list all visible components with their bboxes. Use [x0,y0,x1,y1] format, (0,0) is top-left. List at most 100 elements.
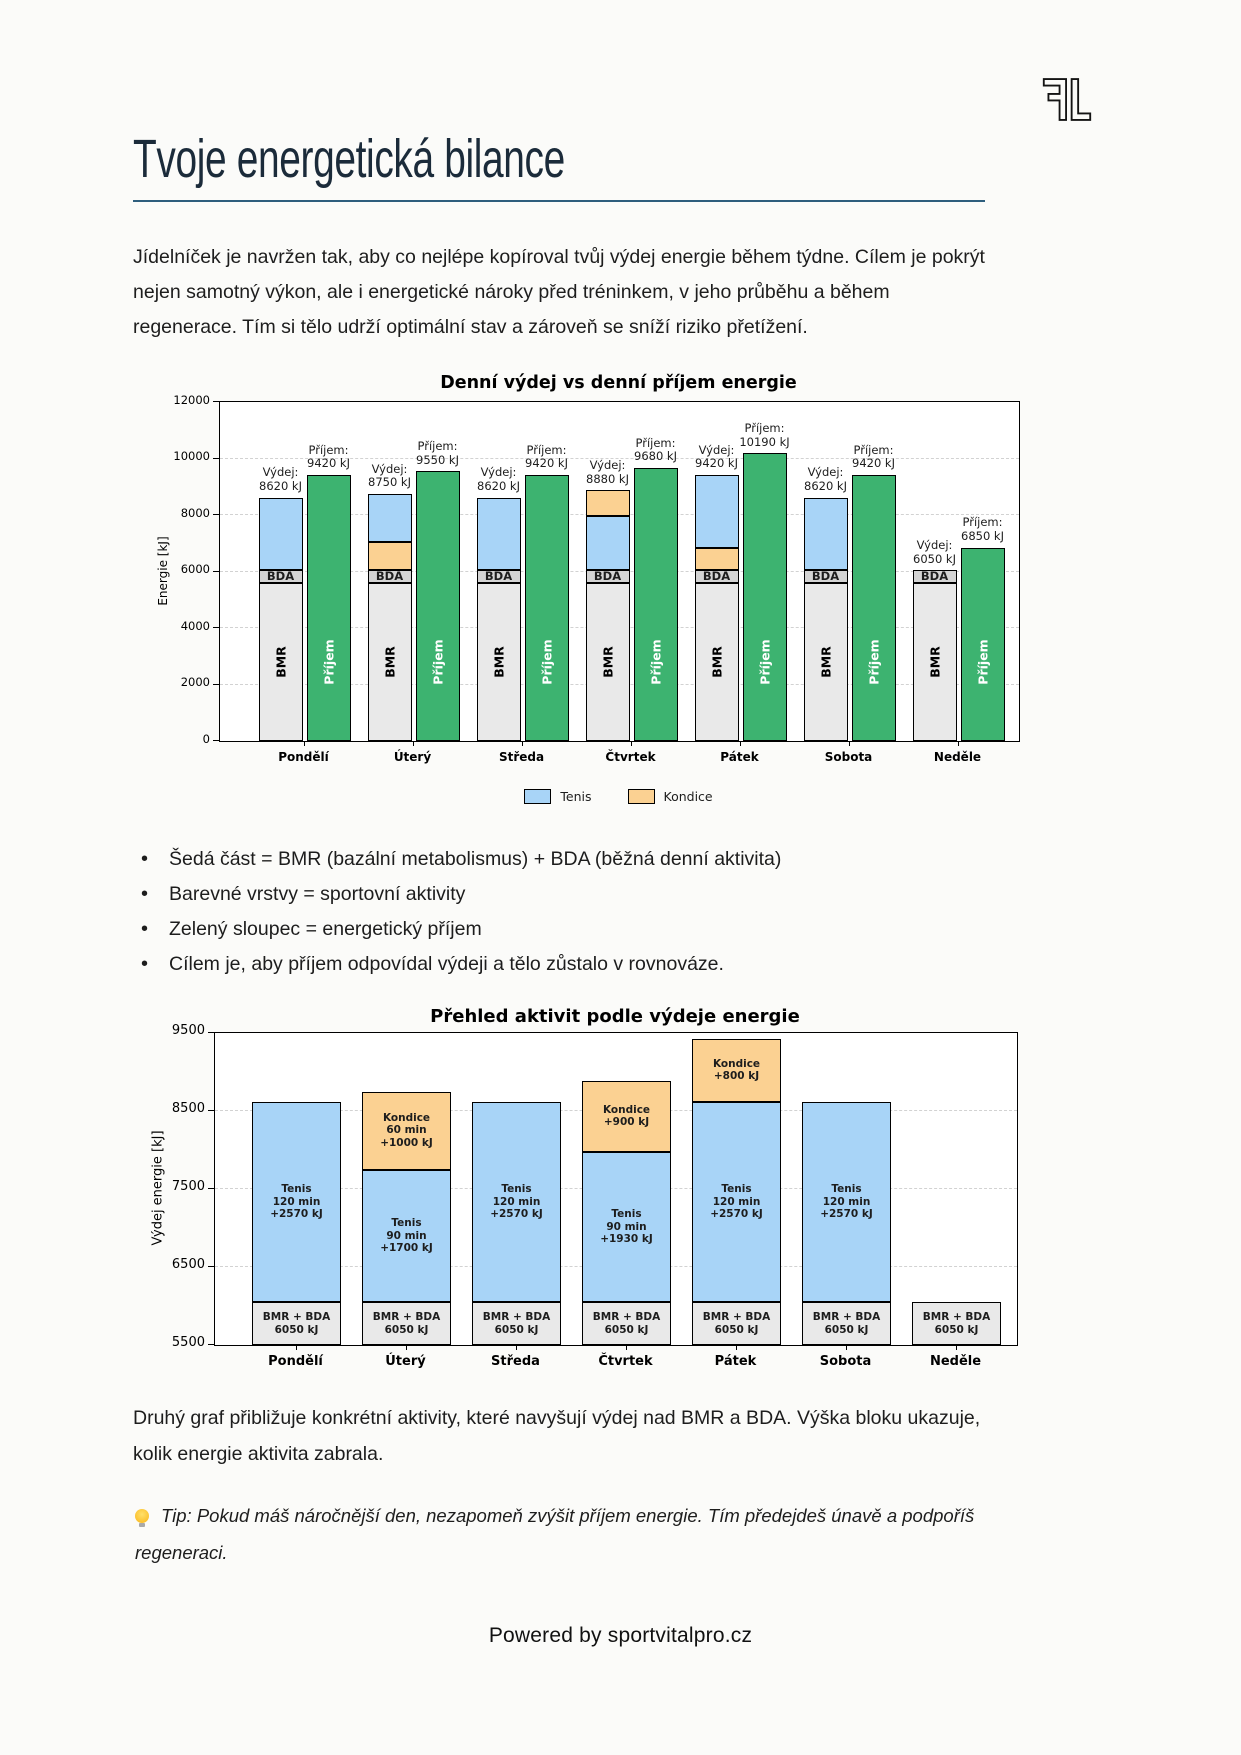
x-tick-mark [630,741,632,746]
vydej-segment-tenis [694,474,739,548]
base-block-bmr-bda: BMR + BDA 6050 kJ [802,1302,891,1345]
y-tick-label: 6000 [180,562,210,577]
tip-note: Tip: Pokud máš náročnější den, nezapomeň… [135,1497,1010,1571]
x-tick-label: Pátek [720,750,759,764]
vydej-segment-bmr [694,582,739,741]
lightbulb-icon [135,1509,149,1527]
activity-block-kondice: Kondice 60 min +1000 kJ [362,1091,451,1170]
prijem-bar [633,467,678,741]
prijem-bar [415,471,460,741]
base-block-bmr-bda: BMR + BDA 6050 kJ [472,1302,561,1345]
vydej-segment-bda [912,570,957,583]
vydej-annotation: Výdej: 8620 kJ [259,465,302,493]
prijem-bar [306,474,351,741]
vydej-annotation: Výdej: 8750 kJ [368,461,411,490]
x-tick-mark [957,741,959,746]
bullet-item: Šedá část = BMR (bazální metabolismus) +… [133,842,1013,877]
x-tick-mark [515,1345,517,1350]
legend-swatch-icon [627,788,655,804]
prijem-annotation: Příjem: 10190 kJ [739,421,790,449]
prijem-inner-label: Příjem [866,639,881,685]
y-tick-label: 4000 [180,618,210,633]
x-tick-mark [955,1345,957,1350]
x-tick-label: Čtvrtek [605,750,656,764]
vydej-segment-bmr [912,582,957,741]
legend-label: Kondice [663,788,713,804]
chart2-title: Přehled aktivit podle výdeje energie [430,1006,800,1027]
x-tick-mark [848,741,850,746]
base-block-bmr-bda: BMR + BDA 6050 kJ [912,1302,1001,1345]
vydej-segment-bmr [476,582,521,741]
prijem-annotation: Příjem: 9680 kJ [634,435,677,464]
vydej-segment-bmr [258,582,303,741]
legend-item-kondice: Kondice [627,788,713,804]
bmr-inner-label: BMR [273,646,288,678]
legend-label: Tenis [560,788,592,804]
vydej-segment-tenis [585,515,630,571]
x-tick-label: Pátek [714,1354,757,1369]
footer-credit: Powered by sportvitalpro.cz [488,1624,753,1647]
bmr-inner-label: BMR [491,646,506,678]
y-tick-label: 2000 [180,675,210,690]
bda-band-label: BDA [266,569,295,584]
prijem-inner-label: Příjem [430,639,445,685]
y-tick-mark [208,1344,214,1345]
x-tick-label: Pondělí [268,1354,323,1369]
activity-block-tenis: Tenis 120 min +2570 kJ [692,1101,781,1303]
y-tick-mark [213,627,219,628]
chart-daily-energy-balance: Denní výdej vs denní příjem energie BMR P… [150,370,1070,820]
x-tick-label: Úterý [385,1354,426,1369]
vydej-annotation: Výdej: 6050 kJ [913,538,956,566]
y-tick-label: 12000 [173,392,210,407]
chart1-title: Denní výdej vs denní příjem energie [440,373,797,393]
x-tick-label: Středa [491,1354,540,1369]
chart2-caption: Druhý graf přibližuje konkrétní aktivity… [133,1407,981,1465]
bullet-item: Cílem je, aby příjem odpovídal výdeji a … [133,947,1013,982]
x-tick-label: Úterý [393,750,432,764]
bda-band-label: BDA [702,569,731,584]
prijem-bar [742,453,787,741]
vydej-segment-kondice [585,490,630,516]
x-tick-mark [303,741,305,746]
y-tick-label: 0 [202,731,210,746]
bullet-item: Zelený sloupec = energetický příjem [133,912,1013,947]
x-tick-label: Pondělí [278,750,329,764]
vydej-segment-bda [694,570,739,583]
vydej-segment-tenis [367,493,412,542]
x-tick-mark [739,741,741,746]
vydej-segment-tenis [476,497,521,571]
tip-text: Tip: Pokud máš náročnější den, nezapomeň… [135,1505,975,1563]
x-tick-label: Sobota [824,750,873,764]
x-tick-mark [405,1345,407,1350]
bmr-inner-label: BMR [709,646,724,678]
prijem-annotation: Příjem: 6850 kJ [961,515,1004,543]
y-tick-label: 7500 [171,1178,205,1194]
prijem-annotation: Příjem: 9420 kJ [525,442,568,471]
bda-band-label: BDA [811,569,840,584]
x-tick-label: Čtvrtek [598,1354,653,1369]
prijem-bar [851,474,896,741]
y-tick-label: 8000 [180,505,210,520]
prijem-inner-label: Příjem [975,639,990,685]
vydej-annotation: Výdej: 8620 kJ [477,465,520,493]
y-tick-label: 5500 [171,1334,205,1350]
y-tick-mark [208,1266,214,1267]
activity-block-tenis: Tenis 90 min +1700 kJ [362,1169,451,1303]
x-tick-label: Sobota [819,1354,872,1369]
vydej-annotation: Výdej: 8620 kJ [804,465,847,493]
x-tick-mark [735,1345,737,1350]
bda-band-label: BDA [375,569,404,584]
prijem-annotation: Příjem: 9420 kJ [307,442,350,471]
base-block-bmr-bda: BMR + BDA 6050 kJ [582,1302,671,1345]
vydej-segment-kondice [367,541,412,571]
y-tick-mark [213,570,219,572]
activity-block-tenis: Tenis 120 min +2570 kJ [472,1101,561,1303]
y-axis-label: Energie [kJ] [156,535,170,606]
x-tick-label: Středa [498,750,545,764]
y-tick-mark [213,740,219,741]
brand-logo-fl-icon [1042,78,1092,121]
legend-swatch-icon [524,788,552,804]
x-tick-mark [625,1345,627,1350]
y-axis-label: Výdej energie [kJ] [150,1130,166,1246]
